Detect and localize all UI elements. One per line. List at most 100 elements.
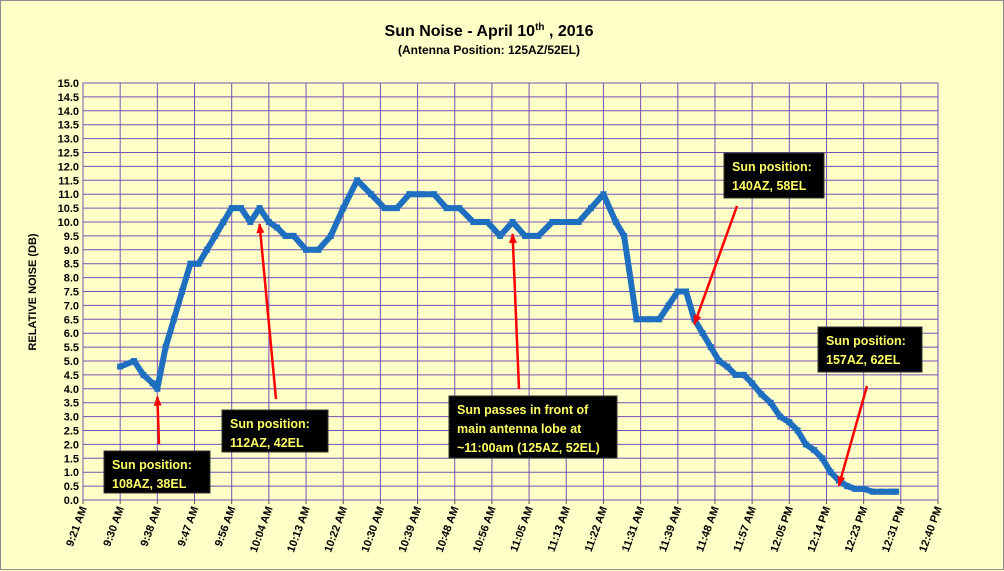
data-point bbox=[646, 316, 653, 323]
y-tick-label: 3.0 bbox=[64, 412, 79, 424]
annotation-arrow bbox=[153, 395, 162, 445]
annotation-text: 108AZ, 38EL bbox=[112, 477, 187, 491]
data-point bbox=[879, 488, 886, 495]
annotation-text: 112AZ, 42EL bbox=[230, 436, 304, 450]
data-point bbox=[732, 371, 739, 378]
x-tick-label: 10:13 AM bbox=[285, 505, 313, 554]
data-point bbox=[265, 219, 272, 225]
x-tick-label: 10:04 AM bbox=[248, 505, 276, 554]
annotation-text: Sun position: bbox=[112, 458, 192, 472]
data-point bbox=[612, 219, 619, 225]
y-tick-label: 4.5 bbox=[64, 370, 79, 382]
x-tick-label: 10:56 AM bbox=[471, 505, 499, 554]
x-tick-label: 11:31 AM bbox=[620, 505, 647, 554]
data-point bbox=[315, 246, 322, 253]
data-point bbox=[237, 205, 244, 212]
y-tick-label: 5.5 bbox=[64, 342, 79, 354]
data-point bbox=[621, 232, 628, 239]
annotation-text: Sun passes in front of bbox=[457, 403, 589, 417]
annotations: Sun position: 108AZ, 38EL Sun position: 112… bbox=[103, 152, 923, 494]
data-point bbox=[563, 219, 570, 225]
data-point bbox=[131, 358, 138, 364]
data-point bbox=[758, 391, 765, 398]
annotation-arrow bbox=[256, 223, 278, 400]
y-tick-label: 12.0 bbox=[58, 161, 79, 173]
data-point bbox=[802, 441, 809, 448]
data-point bbox=[203, 246, 210, 253]
data-point bbox=[340, 205, 347, 212]
annotation: Sun position: 157AZ, 62EL bbox=[817, 326, 923, 487]
data-point bbox=[431, 191, 438, 198]
y-tick-label: 0.5 bbox=[64, 481, 79, 493]
data-point bbox=[749, 380, 756, 387]
x-tick-label: 12:31 PM bbox=[880, 505, 908, 554]
data-point bbox=[811, 446, 818, 453]
data-point bbox=[699, 330, 706, 337]
y-tick-label: 13.5 bbox=[58, 120, 79, 132]
x-tick-label: 9:47 AM bbox=[176, 505, 202, 548]
data-point bbox=[724, 363, 731, 370]
annotation-text: main antenna lobe at bbox=[457, 422, 582, 436]
annotation-text: ~11:00am (125AZ, 52EL) bbox=[457, 441, 600, 455]
x-tick-label: 11:13 AM bbox=[546, 505, 573, 554]
data-point bbox=[600, 191, 607, 198]
data-point bbox=[575, 219, 582, 225]
data-point bbox=[852, 485, 859, 492]
data-point bbox=[860, 485, 867, 492]
y-tick-label: 15.0 bbox=[58, 78, 79, 90]
data-point bbox=[290, 232, 297, 239]
data-point bbox=[819, 455, 826, 462]
data-point bbox=[827, 469, 834, 476]
data-point bbox=[228, 205, 235, 212]
x-tick-label: 11:57 AM bbox=[731, 505, 758, 554]
annotation: Sun position: 108AZ, 38EL bbox=[103, 395, 211, 494]
data-point bbox=[179, 288, 186, 295]
data-point bbox=[740, 371, 747, 378]
y-tick-label: 9.5 bbox=[64, 231, 79, 243]
data-point bbox=[187, 260, 194, 267]
y-tick-label: 5.0 bbox=[64, 356, 79, 368]
data-point bbox=[707, 344, 714, 351]
y-tick-label: 2.5 bbox=[64, 426, 79, 438]
data-point bbox=[154, 385, 161, 392]
data-point bbox=[354, 177, 361, 184]
chart-subtitle: (Antenna Position: 125AZ/52EL) bbox=[398, 43, 580, 57]
y-tick-label: 3.5 bbox=[64, 398, 79, 410]
x-tick-label: 9:38 AM bbox=[139, 505, 165, 548]
data-point bbox=[509, 219, 516, 225]
y-tick-label: 0.0 bbox=[64, 495, 79, 507]
annotation-text: Sun position: bbox=[732, 160, 812, 174]
data-point bbox=[633, 316, 640, 323]
data-point bbox=[117, 363, 124, 370]
y-tick-label: 13.0 bbox=[58, 134, 79, 146]
annotation-text: 157AZ, 62EL bbox=[826, 353, 901, 367]
data-point bbox=[393, 205, 400, 212]
data-point bbox=[521, 232, 528, 239]
y-tick-label: 10.0 bbox=[58, 217, 79, 229]
x-tick-label: 10:30 AM bbox=[360, 505, 388, 554]
x-tick-label: 12:14 PM bbox=[806, 505, 834, 554]
data-point bbox=[443, 205, 450, 212]
data-point bbox=[484, 219, 491, 225]
data-point bbox=[893, 488, 900, 495]
data-point bbox=[456, 205, 463, 212]
data-point bbox=[247, 219, 254, 225]
data-point bbox=[162, 344, 169, 351]
data-point bbox=[381, 205, 388, 212]
data-point bbox=[303, 246, 310, 253]
annotation-arrow bbox=[508, 233, 521, 390]
y-tick-label: 11.0 bbox=[58, 189, 79, 201]
data-point bbox=[716, 358, 723, 364]
data-point bbox=[767, 399, 774, 406]
y-tick-label: 6.0 bbox=[64, 328, 79, 340]
data-point bbox=[140, 371, 147, 378]
annotation: Sun passes in front of main antenna lobe … bbox=[448, 233, 618, 459]
annotation-box bbox=[103, 450, 211, 494]
data-point bbox=[368, 191, 375, 198]
x-tick-label: 9:21 AM bbox=[64, 505, 90, 548]
annotation: Sun position: 140AZ, 58EL bbox=[693, 152, 825, 326]
x-tick-label: 12:40 PM bbox=[917, 505, 945, 554]
data-point bbox=[665, 302, 672, 309]
x-tick-label: 11:05 AM bbox=[508, 505, 535, 554]
